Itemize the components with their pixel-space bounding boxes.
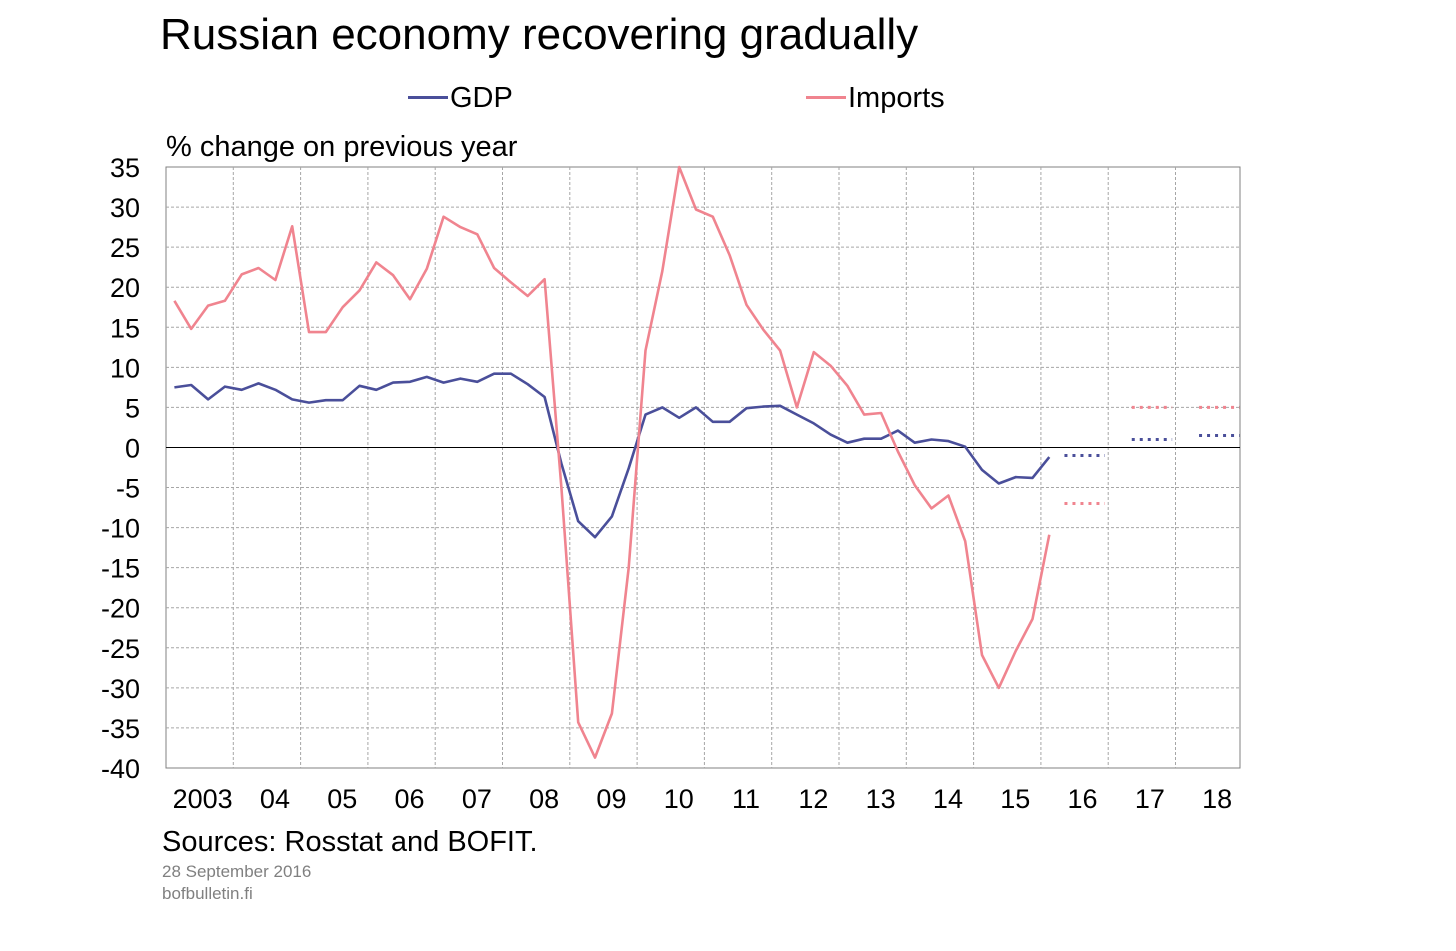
x-tick-label: 06 — [395, 784, 425, 814]
y-tick-label: -15 — [101, 554, 140, 584]
x-tick-label: 05 — [327, 784, 357, 814]
x-tick-label: 12 — [798, 784, 828, 814]
y-tick-label: -30 — [101, 674, 140, 704]
x-tick-label: 08 — [529, 784, 559, 814]
x-tick-label: 14 — [933, 784, 963, 814]
legend-item-imports: Imports — [806, 82, 945, 115]
y-tick-label: 25 — [110, 233, 140, 263]
x-tick-label: 04 — [260, 784, 290, 814]
y-tick-label: 15 — [110, 313, 140, 343]
x-tick-label: 10 — [664, 784, 694, 814]
x-tick-label: 2003 — [173, 784, 233, 814]
chart-legend: GDP Imports — [0, 82, 1456, 122]
legend-label-gdp: GDP — [450, 82, 513, 114]
y-tick-label: 10 — [110, 353, 140, 383]
y-tick-label: 5 — [125, 393, 140, 423]
y-tick-label: -20 — [101, 594, 140, 624]
y-tick-label: -25 — [101, 634, 140, 664]
y-tick-label: 30 — [110, 193, 140, 223]
plot-frame — [165, 166, 1241, 769]
x-tick-label: 11 — [732, 784, 760, 814]
legend-swatch-imports — [806, 95, 846, 99]
y-tick-label: -35 — [101, 714, 140, 744]
x-tick-label: 13 — [866, 784, 896, 814]
legend-swatch-gdp — [408, 95, 448, 99]
x-tick-label: 09 — [596, 784, 626, 814]
series-line-gdp — [174, 372, 1051, 539]
x-tick-label: 17 — [1135, 784, 1165, 814]
y-tick-label: -5 — [116, 474, 140, 504]
x-tick-label: 18 — [1202, 784, 1232, 814]
legend-item-gdp: GDP — [408, 82, 513, 115]
y-tick-label: 0 — [125, 433, 140, 463]
y-tick-label: 20 — [110, 273, 140, 303]
publication-date: 28 September 2016 — [162, 862, 312, 881]
chart-title: Russian economy recovering gradually — [160, 10, 919, 59]
series-line-imports — [173, 165, 1051, 759]
y-tick-label: -40 — [101, 754, 140, 784]
site-url: bofbulletin.fi — [162, 884, 253, 903]
legend-label-imports: Imports — [848, 82, 945, 114]
source-note: Sources: Rosstat and BOFIT. — [162, 826, 538, 858]
y-tick-label: 35 — [110, 153, 140, 183]
x-tick-label: 15 — [1000, 784, 1030, 814]
x-tick-label: 16 — [1068, 784, 1098, 814]
x-tick-label: 07 — [462, 784, 492, 814]
y-tick-label: -10 — [101, 514, 140, 544]
y-axis-label: % change on previous year — [166, 131, 518, 163]
